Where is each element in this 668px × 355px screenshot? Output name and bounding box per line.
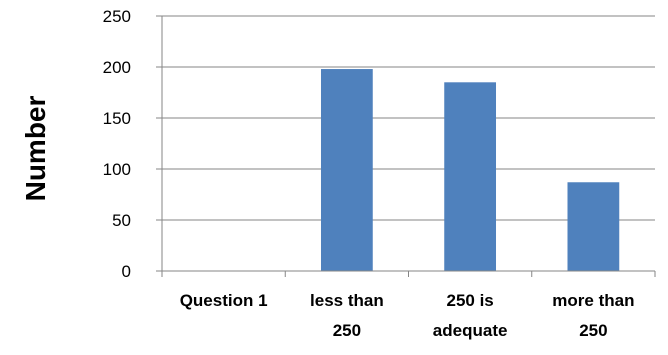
bars [320,69,620,271]
y-tick-label: 200 [103,58,131,77]
y-tick-labels: 0 50 100 150 200 250 [103,7,131,281]
x-category-label: less than 250 [310,291,384,340]
x-category-label: Question 1 [180,291,268,310]
axes [161,16,656,277]
bar [444,82,497,271]
y-axis-label: Number [20,96,51,202]
y-tick-label: 100 [103,160,131,179]
y-tick-label: 250 [103,7,131,26]
bar [320,69,373,271]
y-tick-label: 150 [103,109,131,128]
bar [567,182,620,271]
x-category-label: 250 is adequate [433,291,508,340]
x-category-label: more than 250 [552,291,634,340]
x-category-labels: Question 1 less than 250 250 is adequate more… [180,291,635,340]
y-tick-label: 50 [112,211,131,230]
y-tick-label: 0 [122,262,131,281]
